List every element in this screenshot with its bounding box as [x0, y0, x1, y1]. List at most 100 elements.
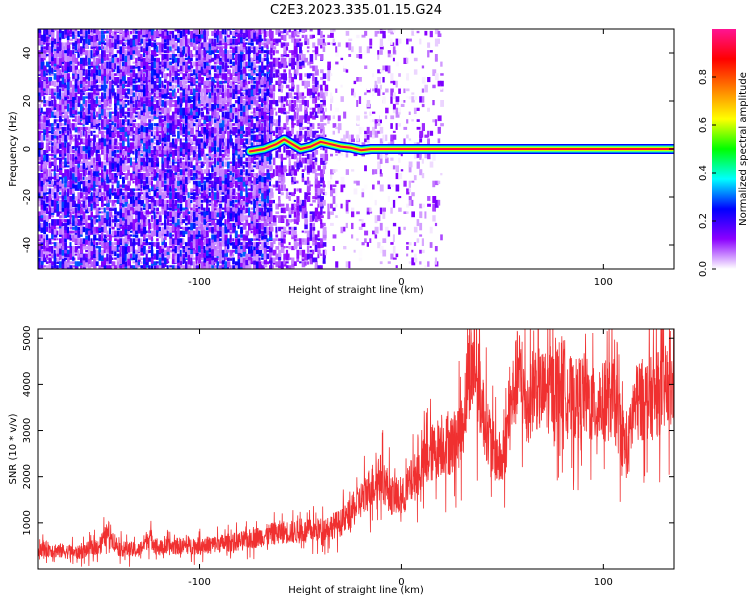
heatmap-cell	[85, 219, 88, 224]
heatmap-cell	[240, 138, 244, 146]
heatmap-cell	[53, 100, 57, 108]
heatmap-cell	[164, 73, 168, 80]
heatmap-cell	[164, 115, 167, 121]
heatmap-cell	[143, 153, 146, 158]
heatmap-cell	[187, 134, 191, 142]
heatmap-cell	[143, 157, 145, 165]
heatmap-cell	[98, 138, 102, 143]
heatmap-cell	[219, 196, 223, 201]
heatmap-cell	[87, 29, 90, 35]
heatmap-cell	[45, 161, 48, 166]
heatmap-cell	[59, 215, 62, 219]
heatmap-cell	[263, 246, 267, 254]
heatmap-cell	[242, 29, 247, 33]
heatmap-cell	[237, 219, 242, 226]
heatmap-cell	[232, 176, 235, 184]
heatmap-cell	[169, 146, 173, 152]
heatmap-cell	[53, 92, 56, 96]
heatmap-cell	[187, 46, 191, 52]
heatmap-cell	[208, 222, 212, 226]
heatmap-cell	[234, 30, 239, 35]
heatmap-cell	[43, 253, 46, 262]
heatmap-cell	[72, 134, 75, 137]
heatmap-cell	[192, 54, 197, 57]
heatmap-cell	[82, 226, 86, 233]
heatmap-cell	[143, 215, 147, 223]
heatmap-cell	[263, 65, 267, 70]
heatmap-cell	[93, 265, 97, 269]
heatmap-cell	[132, 150, 135, 155]
heatmap-cell	[242, 153, 246, 158]
heatmap-cell	[221, 261, 225, 268]
heatmap-cell	[187, 219, 191, 225]
heatmap-cell	[74, 69, 77, 75]
heatmap-cell	[143, 130, 146, 139]
heatmap-cell	[248, 215, 252, 218]
heatmap-cell	[72, 234, 75, 242]
heatmap-cell	[200, 249, 204, 258]
heatmap-cell	[127, 142, 130, 148]
heatmap-cell	[111, 253, 115, 257]
heatmap-cell	[248, 138, 252, 146]
heatmap-cell	[213, 246, 217, 251]
heatmap-cell	[166, 73, 169, 77]
heatmap-cell	[150, 29, 155, 32]
heatmap-cell	[229, 88, 232, 93]
heatmap-cell	[248, 119, 251, 123]
heatmap-cell	[237, 184, 241, 191]
heatmap-cell	[85, 180, 89, 187]
heatmap-cell	[74, 30, 78, 35]
heatmap-cell	[135, 184, 139, 188]
heatmap-cell	[248, 253, 252, 261]
heatmap-cell	[56, 165, 59, 172]
heatmap-cell	[187, 69, 191, 72]
heatmap-cell	[69, 265, 73, 269]
heatmap-cell	[114, 169, 117, 172]
heatmap-cell	[45, 234, 49, 240]
heatmap-cell	[87, 50, 91, 58]
heatmap-cell	[66, 100, 71, 104]
heatmap-cell	[143, 88, 147, 97]
heatmap-cell	[240, 34, 243, 43]
heatmap-cell	[211, 115, 214, 119]
heatmap-cell	[101, 57, 104, 64]
heatmap-cell	[103, 61, 107, 69]
heatmap-cell	[153, 176, 158, 181]
heatmap-cell	[59, 226, 63, 235]
heatmap-cell	[80, 207, 84, 215]
heatmap-cell	[255, 84, 259, 92]
heatmap-cell	[158, 134, 161, 143]
heatmap-cell	[48, 96, 52, 101]
heatmap-cell	[77, 142, 81, 146]
heatmap-cell	[208, 180, 212, 184]
heatmap-cell	[216, 92, 220, 100]
heatmap-cell	[43, 222, 47, 228]
heatmap-cell	[229, 96, 233, 100]
heatmap-cell	[237, 103, 241, 110]
heatmap-cell	[211, 42, 215, 47]
heatmap-cell	[116, 77, 120, 84]
heatmap-cell	[216, 265, 219, 269]
heatmap-cell	[216, 150, 219, 158]
heatmap-cell	[69, 38, 74, 41]
heatmap-cell	[145, 54, 149, 62]
heatmap-cell	[101, 42, 103, 49]
heatmap-cell	[45, 84, 50, 89]
heatmap-cell	[166, 134, 171, 142]
heatmap-cell	[192, 134, 197, 142]
heatmap-cell	[161, 192, 165, 200]
heatmap-cell	[114, 203, 117, 207]
heatmap-cell	[211, 238, 215, 243]
heatmap-cell	[153, 30, 157, 38]
heatmap-cell	[148, 65, 152, 71]
heatmap-cell	[190, 100, 194, 103]
heatmap-cell	[203, 215, 207, 219]
heatmap-cell	[216, 30, 220, 36]
heatmap-cell	[242, 150, 246, 152]
heatmap-cell	[85, 138, 89, 146]
heatmap-cell	[177, 69, 181, 73]
heatmap-cell	[140, 54, 143, 59]
heatmap-cell	[232, 257, 235, 265]
heatmap-cell	[143, 38, 147, 45]
heatmap-cell	[242, 161, 246, 165]
